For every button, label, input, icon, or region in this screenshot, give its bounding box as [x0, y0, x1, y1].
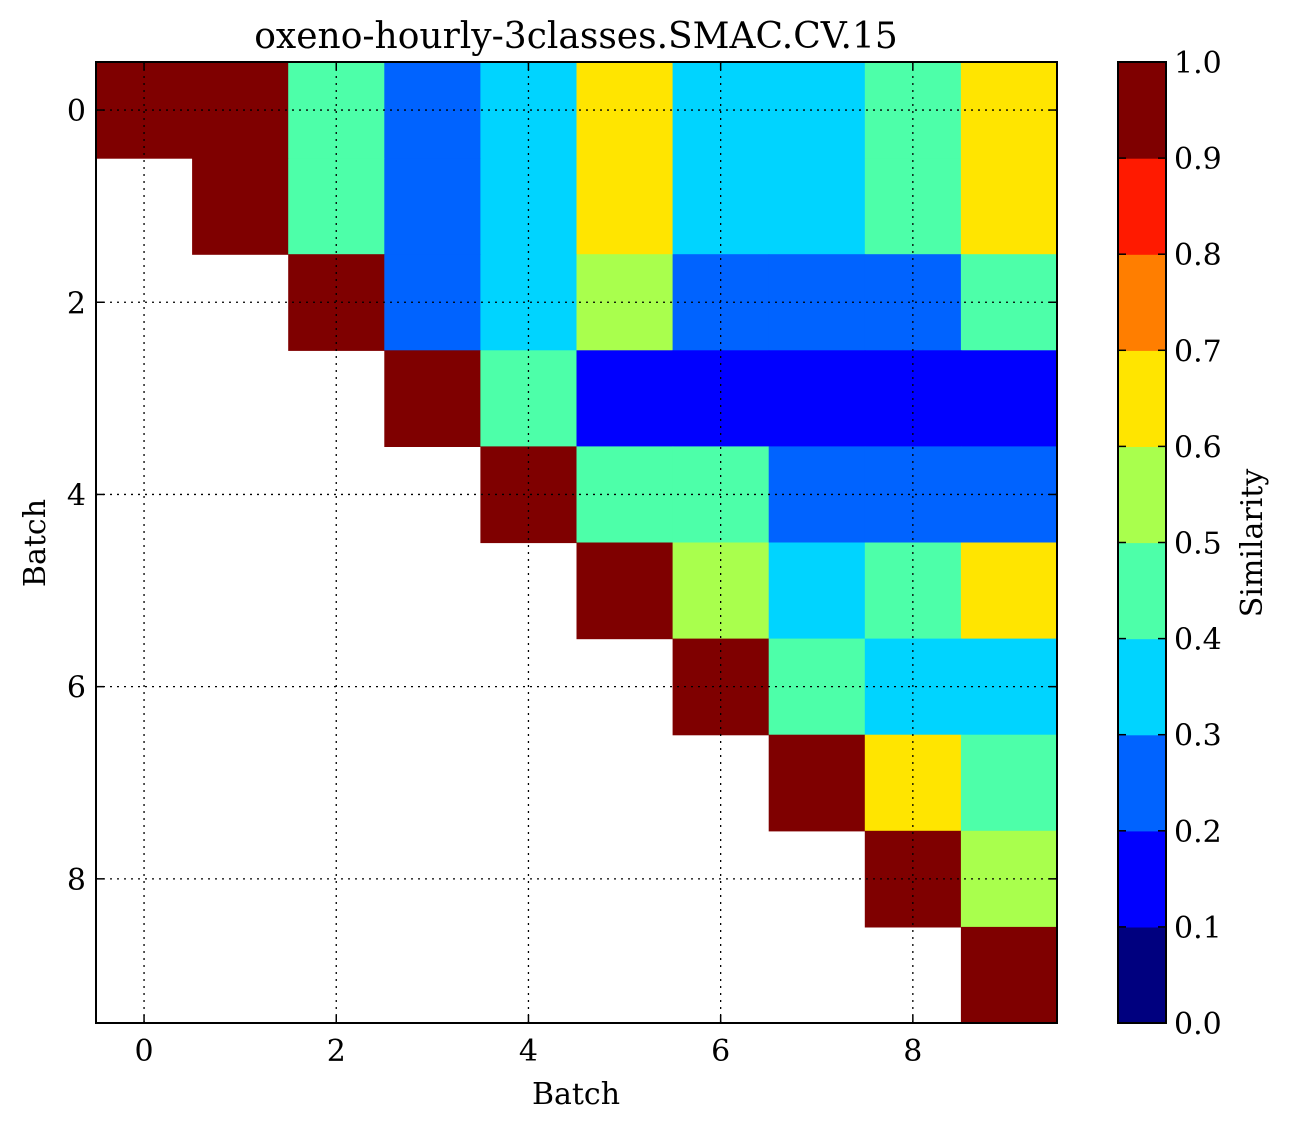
heatmap-cell [576, 62, 674, 159]
heatmap-cell [960, 254, 1058, 351]
x-tick-label: 6 [711, 1034, 730, 1069]
heatmap-cell [960, 830, 1058, 928]
heatmap-cell [576, 542, 674, 640]
colorbar-tick-label: 0.2 [1174, 815, 1222, 850]
colorbar-tick-label: 0.8 [1174, 238, 1222, 273]
colorbar-segment [1118, 734, 1166, 832]
heatmap-cell [960, 350, 1058, 447]
heatmap-cell [960, 158, 1058, 255]
colorbar-tick-label: 0.4 [1174, 623, 1222, 658]
y-tick-label: 8 [67, 863, 86, 898]
heatmap-cell [864, 830, 962, 928]
colorbar-segment [1118, 926, 1166, 1024]
colorbar-segment [1118, 830, 1166, 928]
heatmap-cell [960, 734, 1058, 832]
colorbar-segment [1118, 62, 1166, 159]
heatmap-cell [960, 638, 1058, 736]
heatmap-cells [96, 62, 1058, 1024]
heatmap-cell [960, 926, 1058, 1024]
x-tick-label: 0 [135, 1034, 154, 1069]
heatmap-cell [864, 446, 962, 544]
heatmap-cell [864, 158, 962, 255]
heatmap-cell [576, 446, 674, 544]
heatmap-cell [288, 158, 385, 255]
heatmap-cell [768, 542, 866, 640]
colorbar-tick-label: 0.1 [1174, 911, 1222, 946]
colorbar-tick-label: 0.7 [1174, 334, 1222, 369]
colorbar-tick-label: 0.5 [1174, 527, 1222, 562]
colorbar-segment [1118, 638, 1166, 736]
x-tick-label: 8 [903, 1034, 922, 1069]
colorbar-tick-label: 1.0 [1174, 46, 1222, 81]
heatmap-cell [192, 158, 289, 255]
colorbar-tick-label: 0.9 [1174, 142, 1222, 177]
heatmap-cell [288, 254, 385, 351]
heatmap-cell [960, 446, 1058, 544]
heatmap-cell [384, 350, 481, 447]
heatmap-cell [576, 158, 674, 255]
heatmap-cell [864, 542, 962, 640]
colorbar: 0.0 0.1 0.2 0.3 0.4 0.5 0.6 0.7 0.8 0.9 1.0 [1118, 46, 1222, 1042]
heatmap-cell [384, 158, 481, 255]
heatmap-cell [672, 158, 770, 255]
heatmap-cell [960, 542, 1058, 640]
colorbar-segment [1118, 446, 1166, 544]
heatmap-cell [960, 62, 1058, 159]
heatmap-cell [288, 62, 385, 159]
heatmap-cell [192, 62, 289, 159]
colorbar-frame [1117, 61, 1167, 1024]
plot-frame [95, 61, 1058, 1024]
axis-ticks: 0 2 4 6 8 0 2 4 6 8 [67, 62, 1057, 1069]
y-tick-label: 2 [67, 286, 86, 321]
heatmap-cell [672, 542, 770, 640]
colorbar-label: Similarity [1235, 469, 1270, 618]
heatmap-cell [480, 446, 578, 544]
colorbar-segment [1118, 158, 1166, 255]
colorbar-segment [1118, 254, 1166, 351]
heatmap-cell [768, 158, 866, 255]
colorbar-segment [1118, 350, 1166, 447]
y-tick-label: 6 [67, 671, 86, 706]
colorbar-tick-label: 0.6 [1174, 430, 1222, 465]
colorbar-tick-label: 0.0 [1174, 1007, 1222, 1042]
heatmap-cell [768, 350, 866, 447]
x-tick-label: 2 [327, 1034, 346, 1069]
heatmap-cell [480, 158, 578, 255]
y-axis-label: Batch [18, 499, 53, 587]
chart-title: oxeno-hourly-3classes.SMAC.CV.15 [254, 16, 898, 57]
x-tick-label: 4 [519, 1034, 538, 1069]
y-tick-label: 0 [67, 94, 86, 129]
colorbar-tick-label: 0.3 [1174, 719, 1222, 754]
y-tick-label: 4 [67, 478, 86, 513]
x-axis-label: Batch [532, 1077, 620, 1112]
heatmap-cell [768, 734, 866, 832]
heatmap-cell [576, 350, 674, 447]
heatmap-cell [576, 254, 674, 351]
heatmap-cell [96, 62, 193, 159]
colorbar-segment [1118, 542, 1166, 640]
